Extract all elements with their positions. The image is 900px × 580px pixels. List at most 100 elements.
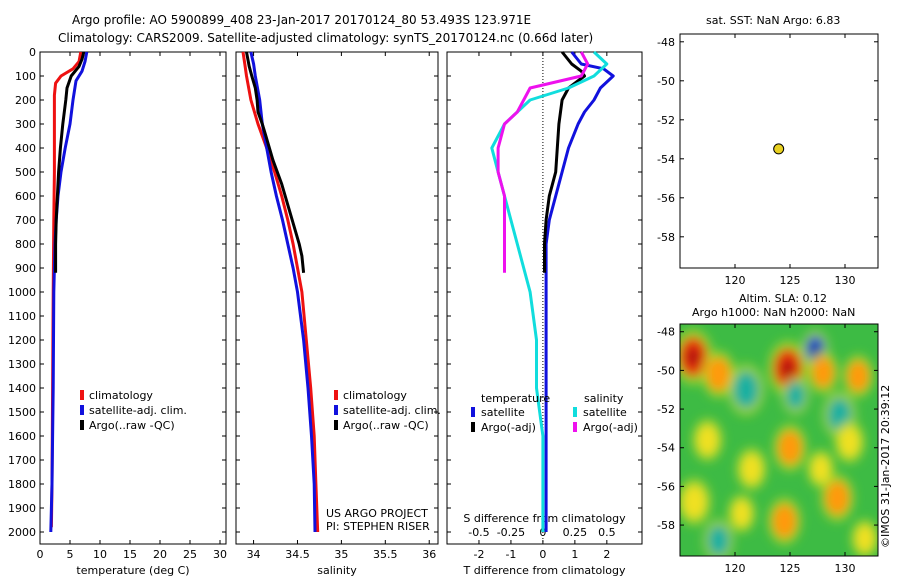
depth-tick-label: 1200: [8, 334, 36, 347]
series-line-argo-raw-qc-: [54, 51, 86, 273]
project-credit: US ARGO PROJECT: [326, 507, 428, 520]
depth-tick-label: 1100: [8, 310, 36, 323]
depth-tick-label: 1900: [8, 502, 36, 515]
imos-watermark: ©IMOS 31-Jan-2017 20:39:12: [879, 385, 892, 548]
salinity-diff-tick-label: 0.5: [598, 526, 616, 539]
sla-blob: [732, 371, 760, 409]
salinity-diff-tick-label: -0.25: [497, 526, 525, 539]
temperature-x-tick-label: 0: [37, 548, 44, 561]
sla-title: Altim. SLA: 0.12: [739, 292, 827, 305]
sst-map-frame: [679, 33, 879, 269]
difference-x-tick-label: 2: [603, 548, 610, 561]
depth-tick-label: 900: [15, 262, 36, 275]
depth-tick-label: 500: [15, 166, 36, 179]
salinity-diff-tick-label: 0: [539, 526, 546, 539]
legend-label: Argo(-adj): [583, 421, 638, 434]
sst-map-lat-label: -50: [657, 75, 675, 88]
sla-subtitle: Argo h1000: NaN h2000: NaN: [692, 306, 855, 319]
sla-map-lon-label: 130: [835, 562, 856, 575]
sst-map-lon-label: 120: [725, 274, 746, 287]
difference-x-tick-label: -2: [473, 548, 484, 561]
depth-tick-label: 600: [15, 190, 36, 203]
difference-x-axis-label: T difference from climatology: [463, 564, 626, 577]
salinity-x-tick-label: 35.5: [373, 548, 398, 561]
depth-tick-label: 1500: [8, 406, 36, 419]
sst-map-lon-label: 125: [780, 274, 801, 287]
depth-tick-label: 700: [15, 214, 36, 227]
sla-blob: [740, 453, 763, 485]
series-line-argo-adj-: [496, 51, 590, 273]
temperature-x-tick-label: 15: [123, 548, 137, 561]
salinity-x-tick-label: 34: [247, 548, 261, 561]
sst-map-lat-label: -54: [657, 153, 675, 166]
difference-x-tick-label: 0: [539, 548, 546, 561]
sst-map-lon-label: 130: [835, 274, 856, 287]
sla-heatmap: [680, 324, 878, 556]
series-line-satellite-adj-clim-: [49, 51, 89, 533]
sla-blob: [810, 455, 831, 483]
legend-label: climatology: [89, 389, 153, 402]
sla-blob-core: [780, 358, 795, 379]
legend-label: satellite: [481, 406, 525, 419]
sla-blob: [707, 525, 730, 556]
sla-map-lat-label: -54: [657, 442, 675, 455]
sla-blob: [854, 524, 875, 553]
temperature-x-axis-label: temperature (deg C): [76, 564, 189, 577]
salinity-diff-tick-label: -0.5: [468, 526, 489, 539]
depth-tick-label: 2000: [8, 526, 36, 539]
temperature-x-tick-label: 10: [93, 548, 107, 561]
sla-field: [680, 328, 878, 556]
series-line-argo-adj-: [543, 51, 586, 273]
depth-tick-label: 1000: [8, 286, 36, 299]
series-line-satellite: [544, 51, 615, 532]
sst-map-lat-label: -52: [657, 114, 675, 127]
legend-header-salinity: salinity: [584, 392, 624, 405]
sla-map-frame: [679, 323, 879, 557]
difference-plot-frame: [446, 51, 643, 545]
sla-map-lon-label: 120: [725, 562, 746, 575]
sla-map-lat-label: -50: [657, 364, 675, 377]
legend-label: satellite: [583, 406, 627, 419]
series-line-satellite: [490, 50, 609, 532]
sla-map-lon-label: 125: [780, 562, 801, 575]
difference-x-tick-label: -1: [505, 548, 516, 561]
depth-tick-label: 1700: [8, 454, 36, 467]
legend-label: Argo(..raw -QC): [343, 419, 429, 432]
salinity-plot-frame: [235, 51, 439, 545]
series-line-argo-raw-qc-: [245, 51, 306, 273]
sla-blob: [682, 484, 707, 519]
sla-blob: [696, 424, 719, 456]
sla-map-lat-label: -48: [657, 326, 675, 339]
sla-blob-core: [686, 346, 701, 367]
temperature-x-tick-label: 30: [213, 548, 227, 561]
sla-blob: [812, 356, 834, 388]
sst-title: sat. SST: NaN Argo: 6.83: [706, 14, 840, 27]
pi-credit: PI: STEPHEN RISER: [326, 520, 430, 533]
sst-map-lat-label: -48: [657, 36, 675, 49]
float-position-marker: [773, 143, 785, 155]
salinity-x-tick-label: 36: [422, 548, 436, 561]
title-line-1: Argo profile: AO 5900899_408 23-Jan-2017…: [72, 13, 531, 27]
temperature-x-tick-label: 20: [153, 548, 167, 561]
depth-tick-label: 800: [15, 238, 36, 251]
sla-blob: [772, 504, 797, 539]
legend-label: climatology: [343, 389, 407, 402]
salinity-x-axis-label: salinity: [317, 564, 357, 577]
depth-tick-label: 1400: [8, 382, 36, 395]
depth-tick-label: 0: [29, 46, 36, 59]
sla-blob: [838, 426, 861, 458]
legend-label: satellite-adj. clim.: [343, 404, 441, 417]
sla-blob: [825, 480, 850, 516]
depth-tick-label: 1300: [8, 358, 36, 371]
depth-tick-label: 400: [15, 142, 36, 155]
salinity-diff-tick-label: 0.25: [563, 526, 588, 539]
sla-map-lat-label: -58: [657, 519, 675, 532]
depth-tick-label: 200: [15, 94, 36, 107]
difference-x-tick-label: 1: [571, 548, 578, 561]
legend-label: Argo(-adj): [481, 421, 536, 434]
legend-header-temperature: temperature: [481, 392, 550, 405]
series-line-satellite-adj-clim-: [249, 51, 317, 533]
sla-blob: [777, 430, 803, 465]
sla-map-lat-label: -56: [657, 480, 675, 493]
